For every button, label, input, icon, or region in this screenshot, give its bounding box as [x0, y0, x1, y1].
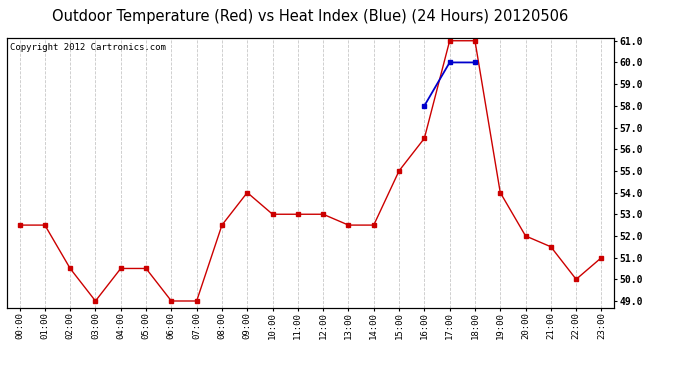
Text: Outdoor Temperature (Red) vs Heat Index (Blue) (24 Hours) 20120506: Outdoor Temperature (Red) vs Heat Index … — [52, 9, 569, 24]
Text: Copyright 2012 Cartronics.com: Copyright 2012 Cartronics.com — [10, 43, 166, 52]
